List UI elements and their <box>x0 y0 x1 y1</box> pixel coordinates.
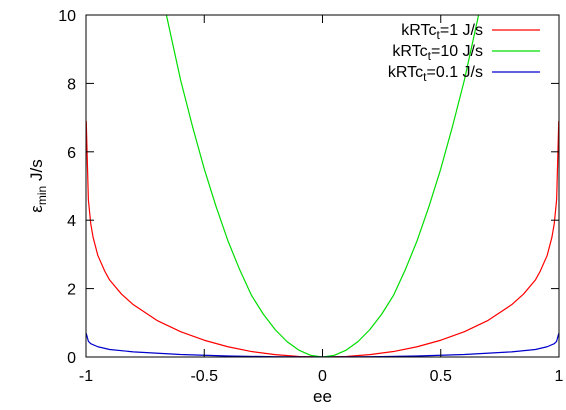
x-tick-label: 0 <box>318 368 327 385</box>
y-tick-label: 6 <box>67 145 76 162</box>
series-line-3 <box>86 333 559 357</box>
series-line-2 <box>165 15 480 357</box>
series-layer <box>86 15 559 357</box>
x-tick-label: 0.5 <box>430 368 452 385</box>
legend-label: kRTct=10 J/s <box>392 43 483 63</box>
legend-item-1: kRTct=1 J/s <box>401 22 540 42</box>
y-axis-label-subscript: min <box>35 186 49 205</box>
y-tick-label: 0 <box>67 350 76 367</box>
y-tick-label: 2 <box>67 282 76 299</box>
x-tick-label: -1 <box>79 368 93 385</box>
legend-label: kRTct=1 J/s <box>401 22 483 42</box>
plot-frame <box>85 14 560 358</box>
series-line-1 <box>86 121 559 357</box>
legend-item-3: kRTct=0.1 J/s <box>388 64 540 84</box>
y-axis-label-unit: J/s <box>27 159 46 181</box>
y-tick-label: 10 <box>58 8 76 25</box>
x-tick-label: -0.5 <box>190 368 218 385</box>
y-tick-label: 8 <box>67 76 76 93</box>
y-axis-label: εmin J/s <box>27 159 49 212</box>
legend-item-2: kRTct=10 J/s <box>392 43 540 63</box>
y-tick-label: 4 <box>67 213 76 230</box>
x-axis-label: ee <box>313 387 332 406</box>
y-axis-label-symbol: ε <box>27 205 46 213</box>
x-tick-label: 1 <box>555 368 564 385</box>
legend-label: kRTct=0.1 J/s <box>388 64 483 84</box>
svg-text:εmin J/s: εmin J/s <box>27 159 49 212</box>
